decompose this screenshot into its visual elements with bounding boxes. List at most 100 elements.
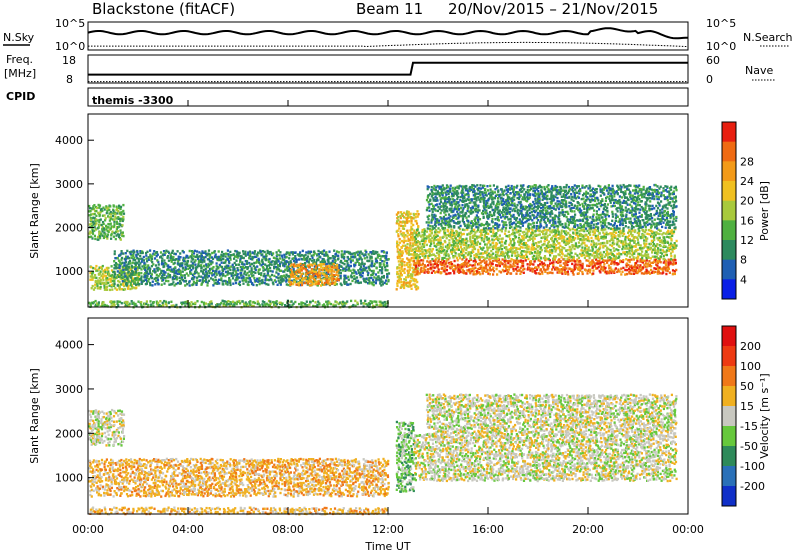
scatter-cell: [411, 216, 414, 219]
scatter-cell: [235, 272, 238, 275]
scatter-cell: [545, 258, 548, 261]
scatter-cell: [149, 283, 152, 287]
scatter-cell: [577, 272, 580, 275]
scatter-cell: [534, 233, 537, 236]
scatter-cell: [91, 276, 94, 279]
scatter-cell: [492, 244, 495, 247]
scatter-cell: [414, 216, 417, 219]
scatter-cell: [416, 259, 419, 263]
scatter-cell: [491, 262, 494, 266]
scatter-cell: [136, 282, 140, 286]
scatter-cell: [557, 233, 560, 236]
scatter-cell: [343, 252, 346, 255]
scatter-cell: [108, 212, 111, 215]
scatter-cell: [656, 253, 659, 256]
scatter-cell: [522, 259, 525, 263]
scatter-cell: [477, 218, 480, 222]
scatter-cell: [258, 277, 261, 280]
scatter-cell: [174, 252, 177, 256]
scatter-cell: [277, 279, 280, 282]
scatter-cell: [103, 214, 106, 217]
scatter-cell: [513, 250, 516, 253]
scatter-cell: [500, 240, 503, 243]
scatter-cell: [665, 253, 668, 257]
scatter-cell: [463, 228, 466, 232]
scatter-cell: [321, 283, 324, 286]
scatter-cell: [277, 264, 280, 267]
scatter-cell: [553, 247, 556, 250]
scatter-cell: [506, 272, 509, 275]
scatter-cell: [238, 276, 241, 279]
scatter-cell: [543, 228, 547, 231]
scatter-cell: [186, 283, 189, 286]
scatter-cell: [309, 279, 313, 282]
scatter-cell: [647, 270, 650, 273]
scatter-cell: [581, 253, 584, 257]
scatter-cell: [536, 249, 539, 253]
scatter-cell: [169, 265, 172, 269]
scatter-cell: [94, 286, 97, 289]
scatter-cell: [156, 281, 159, 284]
scatter-cell: [264, 279, 267, 282]
scatter-cell: [359, 271, 362, 274]
scatter-cell: [126, 255, 129, 258]
scatter-cell: [250, 267, 253, 270]
scatter-cell: [284, 262, 287, 266]
scatter-cell: [269, 263, 272, 266]
scatter-cell: [412, 279, 415, 282]
scatter-cell: [461, 219, 464, 223]
scatter-cell: [667, 265, 670, 269]
scatter-cell: [105, 211, 108, 215]
scatter-cell: [103, 286, 106, 289]
scatter-cell: [424, 256, 427, 259]
scatter-cell: [366, 259, 370, 263]
scatter-cell: [658, 266, 661, 269]
scatter-cell: [359, 250, 362, 253]
scatter-cell: [456, 242, 459, 246]
scatter-cell: [570, 255, 574, 259]
scatter-cell: [411, 237, 414, 240]
scatter-cell: [457, 239, 460, 242]
scatter-cell: [382, 276, 385, 279]
scatter-cell: [520, 239, 523, 242]
scatter-cell: [112, 235, 115, 238]
scatter-cell: [198, 251, 201, 254]
scatter-cell: [142, 255, 145, 259]
scatter-cell: [153, 257, 157, 260]
scatter-cell: [445, 254, 448, 257]
scatter-cell: [612, 239, 615, 242]
scatter-cell: [317, 275, 320, 278]
scatter-cell: [192, 266, 195, 269]
scatter-cell: [427, 218, 430, 221]
scatter-cell: [278, 269, 281, 272]
scatter-cell: [314, 274, 317, 277]
scatter-cell: [625, 265, 628, 268]
scatter-cell: [98, 231, 101, 234]
scatter-cell: [630, 264, 633, 268]
scatter-cell: [592, 272, 595, 275]
scatter-cell: [289, 271, 292, 274]
scatter-cell: [478, 262, 481, 265]
scatter-cell: [242, 276, 245, 280]
scatter-cell: [225, 267, 228, 270]
scatter-cell: [467, 244, 470, 247]
scatter-cell: [372, 280, 375, 284]
scatter-cell: [552, 266, 555, 269]
scatter-cell: [411, 253, 414, 256]
scatter-cell: [91, 228, 94, 231]
scatter-cell: [381, 283, 384, 286]
scatter-cell: [509, 242, 512, 245]
scatter-cell: [171, 249, 174, 253]
scatter-cell: [667, 229, 670, 232]
scatter-cell: [429, 260, 432, 263]
scatter-cell: [119, 270, 122, 273]
scatter-cell: [422, 269, 425, 273]
scatter-cell: [339, 274, 342, 278]
scatter-cell: [452, 193, 455, 196]
scatter-cell: [99, 285, 102, 289]
scatter-cell: [269, 269, 272, 273]
scatter-cell: [522, 238, 525, 241]
scatter-cell: [244, 259, 247, 263]
scatter-cell: [134, 263, 137, 266]
scatter-cell: [331, 260, 334, 263]
